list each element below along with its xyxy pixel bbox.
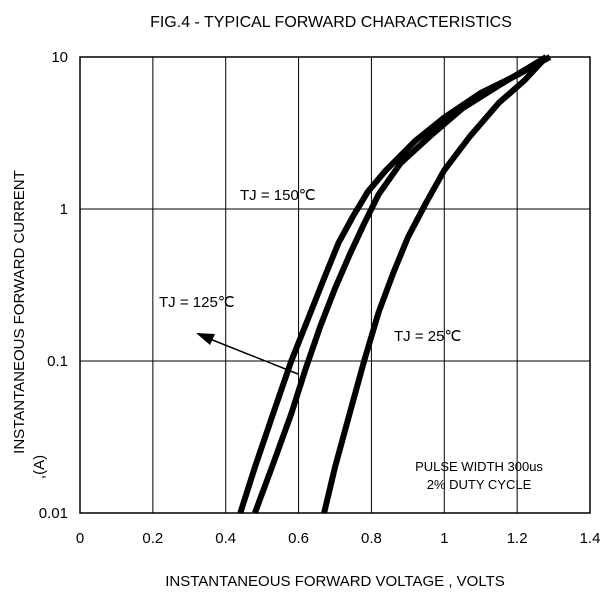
x-tick-label: 1.2 — [507, 530, 528, 547]
annotation-tj125: TJ = 125℃ — [159, 294, 235, 311]
y-tick-labels: 0.01 0.1 1 10 — [39, 49, 68, 522]
plot-frame — [79, 56, 591, 514]
x-tick-label: 1.4 — [580, 530, 601, 547]
y-axis-label-line1: INSTANTANEOUS FORWARD CURRENT — [11, 170, 28, 454]
y-tick-label: 0.01 — [39, 505, 68, 522]
x-axis-label: INSTANTANEOUS FORWARD VOLTAGE , VOLTS — [165, 573, 505, 590]
note-duty-cycle: 2% DUTY CYCLE — [427, 477, 532, 492]
annotation-arrow — [196, 333, 299, 375]
x-tick-label: 0.8 — [361, 530, 382, 547]
y-tick-label: 10 — [51, 49, 68, 66]
series-line-1 — [237, 54, 552, 514]
curves — [237, 54, 552, 515]
grid — [80, 57, 590, 513]
note-pulse-width: PULSE WIDTH 300us — [415, 459, 543, 474]
series-line-3 — [321, 54, 549, 514]
x-tick-label: 1 — [440, 530, 448, 547]
x-tick-label: 0.4 — [215, 530, 236, 547]
x-tick-labels: 0 0.2 0.4 0.6 0.8 1 1.2 1.4 — [76, 530, 601, 547]
y-axis-label-line2: ,(A) — [31, 455, 48, 479]
x-tick-label: 0.2 — [142, 530, 163, 547]
x-tick-label: 0 — [76, 530, 84, 547]
x-tick-label: 0.6 — [288, 530, 309, 547]
y-tick-label: 1 — [60, 201, 68, 218]
chart-title: FIG.4 - TYPICAL FORWARD CHARACTERISTICS — [150, 14, 512, 31]
annotation-tj25: TJ = 25℃ — [394, 328, 461, 345]
y-tick-label: 0.1 — [47, 353, 68, 370]
annotation-tj150: TJ = 150℃ — [240, 187, 316, 204]
series-line-2 — [252, 54, 548, 515]
